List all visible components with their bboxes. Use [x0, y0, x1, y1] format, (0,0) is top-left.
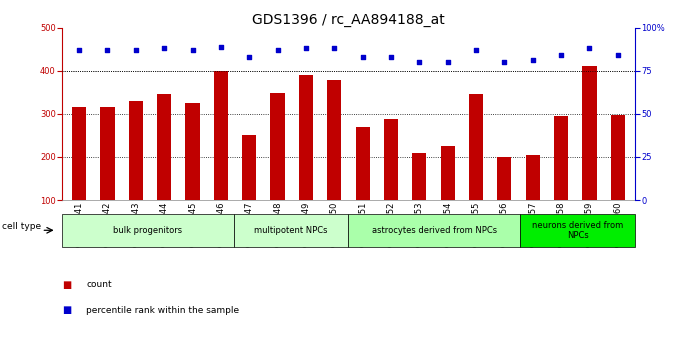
Text: ■: ■: [62, 306, 71, 315]
Text: count: count: [86, 280, 112, 289]
Point: [612, 52, 623, 58]
Point: [102, 47, 113, 53]
Bar: [441, 146, 455, 200]
Bar: [186, 103, 199, 200]
Bar: [355, 127, 370, 200]
Point: [328, 46, 339, 51]
Point: [357, 54, 368, 60]
Bar: [129, 101, 143, 200]
Point: [386, 54, 397, 60]
Point: [159, 46, 170, 51]
Text: astrocytes derived from NPCs: astrocytes derived from NPCs: [372, 226, 497, 235]
Bar: [526, 155, 540, 200]
Point: [130, 47, 141, 53]
Text: multipotent NPCs: multipotent NPCs: [255, 226, 328, 235]
Bar: [327, 80, 342, 200]
Point: [244, 54, 255, 60]
Title: GDS1396 / rc_AA894188_at: GDS1396 / rc_AA894188_at: [252, 12, 445, 27]
Bar: [299, 75, 313, 200]
Bar: [582, 66, 597, 200]
Point: [300, 46, 311, 51]
Bar: [270, 93, 285, 200]
Bar: [497, 157, 511, 200]
Point: [272, 47, 283, 53]
Bar: [214, 71, 228, 200]
Bar: [469, 95, 483, 200]
Text: percentile rank within the sample: percentile rank within the sample: [86, 306, 239, 315]
Point: [74, 47, 85, 53]
Point: [414, 59, 425, 65]
Point: [187, 47, 198, 53]
Bar: [100, 107, 115, 200]
Bar: [412, 152, 426, 200]
Bar: [242, 136, 256, 200]
Bar: [384, 119, 398, 200]
Point: [442, 59, 453, 65]
Bar: [157, 95, 171, 200]
Text: neurons derived from
NPCs: neurons derived from NPCs: [532, 220, 623, 240]
Bar: [72, 107, 86, 200]
Point: [499, 59, 510, 65]
Point: [555, 52, 566, 58]
Text: cell type: cell type: [2, 222, 41, 231]
Bar: [611, 115, 625, 200]
Bar: [554, 116, 568, 200]
Point: [584, 46, 595, 51]
Text: bulk progenitors: bulk progenitors: [113, 226, 183, 235]
Point: [215, 44, 226, 49]
Point: [471, 47, 482, 53]
Point: [527, 58, 538, 63]
Text: ■: ■: [62, 280, 71, 289]
